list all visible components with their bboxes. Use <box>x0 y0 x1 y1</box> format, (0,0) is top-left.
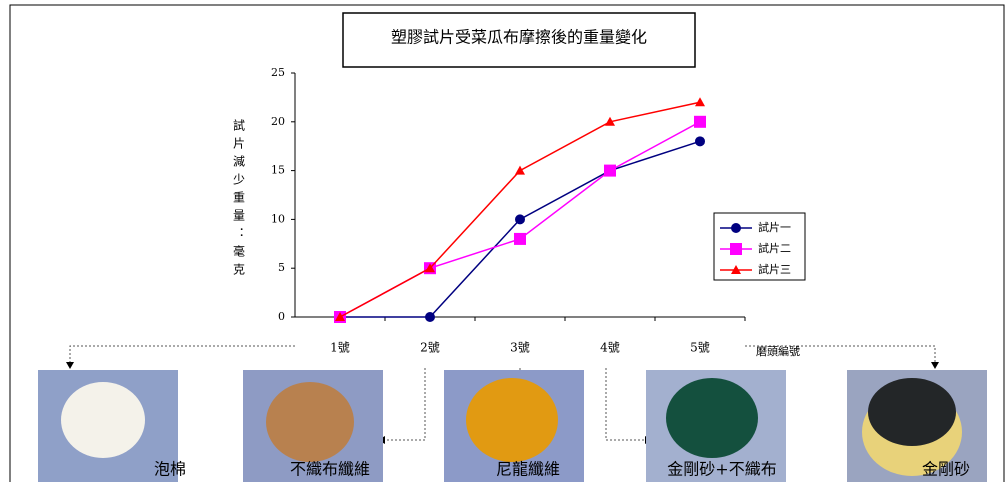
photo-object <box>868 378 956 446</box>
chart-title: 塑膠試片受菜瓜布摩擦後的重量變化 <box>391 28 647 47</box>
legend-label: 試片一 <box>758 220 791 234</box>
photo-caption: 尼龍纖維 <box>496 460 560 479</box>
marker <box>515 166 525 175</box>
x-tick-label: 3號 <box>510 341 530 355</box>
photo-caption: 金剛砂 <box>922 460 970 479</box>
y-tick-label: 15 <box>271 164 285 177</box>
marker <box>694 116 706 128</box>
marker <box>731 223 741 233</box>
x-tick-label: 5號 <box>690 341 710 355</box>
page: 塑膠試片受菜瓜布摩擦後的重量變化 試片減少重量：毫克 磨頭編號 05101520… <box>0 0 1008 482</box>
photo-object <box>61 382 145 458</box>
series-line <box>340 102 700 317</box>
marker <box>514 233 526 245</box>
y-axis-label: 試片減少重量：毫克 <box>232 118 246 281</box>
legend-label: 試片二 <box>758 241 791 255</box>
x-tick-label: 2號 <box>420 341 440 355</box>
marker <box>604 165 616 177</box>
legend-label: 試片三 <box>758 262 791 276</box>
chart: 塑膠試片受菜瓜布摩擦後的重量變化 試片減少重量：毫克 磨頭編號 05101520… <box>0 0 1008 482</box>
marker <box>425 312 435 322</box>
marker <box>695 136 705 146</box>
photo-caption: 泡棉 <box>154 460 186 479</box>
y-tick-label: 5 <box>278 261 285 274</box>
photo-caption: 金剛砂+不織布 <box>667 460 776 479</box>
marker <box>730 243 742 255</box>
y-tick-label: 0 <box>278 310 285 323</box>
y-tick-label: 20 <box>271 115 285 128</box>
x-tick-label: 4號 <box>600 341 620 355</box>
photo-object <box>666 378 758 458</box>
photo-object <box>266 382 354 462</box>
photo-caption: 不織布纖維 <box>290 460 370 479</box>
photo-object <box>466 378 558 462</box>
y-tick-label: 25 <box>271 66 285 79</box>
y-tick-label: 10 <box>271 212 285 225</box>
marker <box>695 97 705 106</box>
marker <box>515 214 525 224</box>
x-tick-label: 1號 <box>330 341 350 355</box>
